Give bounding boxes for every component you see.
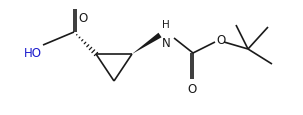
Text: O: O (216, 34, 225, 47)
Text: O: O (187, 82, 197, 95)
Polygon shape (132, 33, 161, 55)
Text: HO: HO (24, 47, 42, 59)
Text: O: O (78, 12, 87, 25)
Text: N: N (162, 37, 171, 50)
Text: H: H (162, 20, 170, 30)
